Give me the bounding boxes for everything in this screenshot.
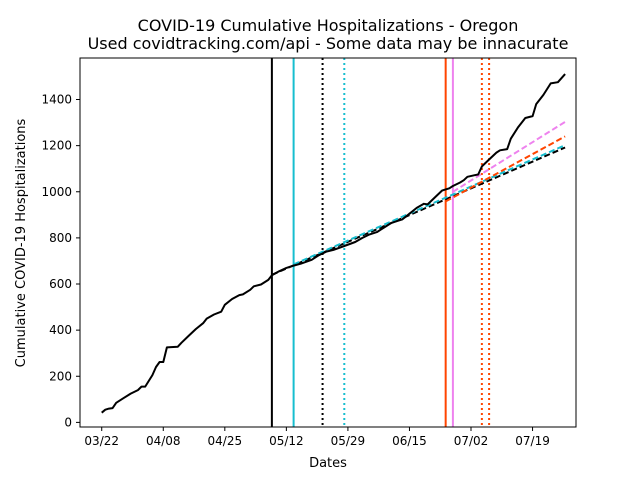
y-tick-label: 600 bbox=[49, 277, 72, 291]
x-tick-label: 07/19 bbox=[515, 434, 550, 448]
actual-hospitalizations-line bbox=[101, 73, 566, 414]
x-tick-label: 05/29 bbox=[331, 434, 366, 448]
y-tick-label: 0 bbox=[64, 415, 72, 429]
x-tick-label: 04/08 bbox=[146, 434, 181, 448]
plot-area bbox=[101, 58, 566, 427]
y-axis-label: Cumulative COVID-19 Hospitalizations bbox=[14, 118, 29, 367]
axis-ticks: 03/22 04/08 04/25 05/12 05/29 06/15 07/02 07/19… bbox=[41, 93, 549, 448]
projection-line-3 bbox=[445, 135, 566, 203]
y-tick-label: 800 bbox=[49, 231, 72, 245]
x-tick-label: 07/02 bbox=[454, 434, 489, 448]
x-tick-label: 05/12 bbox=[269, 434, 304, 448]
x-tick-label: 04/25 bbox=[208, 434, 243, 448]
x-axis-label: Dates bbox=[309, 456, 347, 471]
axes-frame bbox=[79, 57, 577, 428]
x-tick-label: 06/15 bbox=[392, 434, 427, 448]
x-tick-label: 03/22 bbox=[84, 434, 119, 448]
y-tick-label: 1000 bbox=[41, 185, 72, 199]
y-tick-label: 1200 bbox=[41, 139, 72, 153]
y-tick-label: 200 bbox=[49, 369, 72, 383]
y-tick-label: 1400 bbox=[41, 93, 72, 107]
chart-subtitle: Used covidtracking.com/api - Some data m… bbox=[88, 34, 569, 53]
projection-line-1 bbox=[271, 146, 566, 276]
y-tick-label: 400 bbox=[49, 323, 72, 337]
projection-line-4 bbox=[452, 121, 566, 193]
projection-line-2 bbox=[293, 144, 566, 266]
chart-title: COVID-19 Cumulative Hospitalizations - O… bbox=[138, 16, 519, 35]
